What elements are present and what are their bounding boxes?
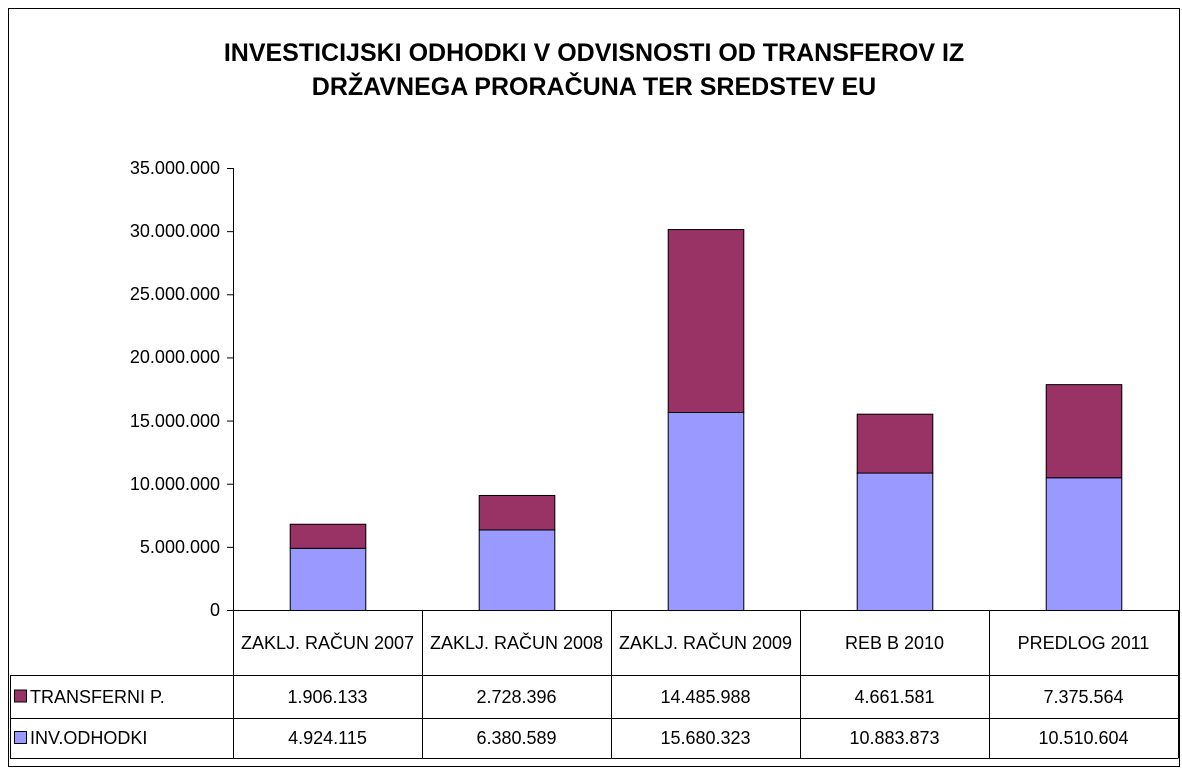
bar [1045, 477, 1123, 611]
y-tick-label: 15.000.000 [129, 410, 220, 431]
x-tick-label: ZAKLJ. RAČUN 2007 [240, 632, 415, 653]
data-label: 10.510.604 [1038, 728, 1129, 748]
y-tick-label: 25.000.000 [129, 284, 220, 305]
x-tick-label: PREDLOG 2011 [1017, 632, 1150, 653]
y-tick-label: 0 [209, 600, 220, 620]
legend-label: TRANSFERNI P. [30, 686, 165, 707]
bar [478, 494, 556, 531]
frame [8, 8, 1180, 767]
bar [667, 229, 745, 413]
bar [667, 411, 745, 611]
y-tick-label: 30.000.000 [129, 221, 220, 242]
y-tick-label: 5.000.000 [139, 536, 220, 557]
chart-title: DRŽAVNEGA PRORAČUNA TER SREDSTEV EU [311, 73, 877, 101]
data-label: 1.906.133 [287, 686, 368, 707]
y-tick-label: 20.000.000 [129, 347, 220, 368]
x-tick-label: ZAKLJ. RAČUN 2009 [618, 632, 793, 653]
y-tick-label: 10.000.000 [129, 473, 220, 494]
legend-swatch [14, 689, 27, 703]
data-label: 4.924.115 [288, 728, 367, 748]
chart-title: INVESTICIJSKI ODHODKI V ODVISNOSTI OD TR… [223, 39, 965, 67]
y-tick-label: 35.000.000 [129, 158, 220, 178]
bar [856, 472, 934, 612]
bar [478, 529, 556, 612]
data-label: 4.661.581 [854, 686, 935, 707]
bar [1045, 384, 1123, 479]
data-label: 7.375.564 [1043, 686, 1124, 707]
legend-label: INV.ODHODKI [30, 728, 148, 748]
bar [856, 413, 934, 474]
bar [289, 523, 367, 549]
legend-swatch [14, 731, 27, 744]
x-tick-label: REB B 2010 [844, 632, 945, 653]
x-tick-label: ZAKLJ. RAČUN 2008 [429, 632, 604, 653]
data-label: 6.380.589 [476, 728, 557, 748]
data-label: 14.485.988 [660, 686, 751, 707]
data-label: 2.728.396 [476, 686, 557, 707]
data-label: 15.680.323 [660, 728, 751, 748]
bar [289, 547, 367, 612]
data-label: 10.883.873 [849, 728, 940, 748]
